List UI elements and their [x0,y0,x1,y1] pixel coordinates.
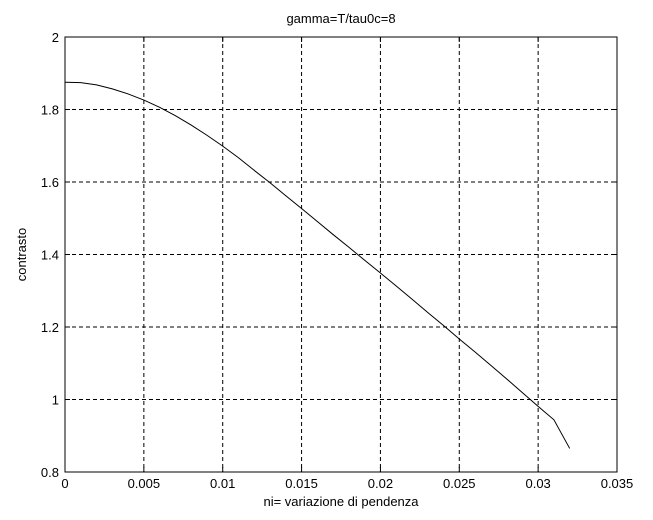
x-tick-label: 0.005 [128,476,161,491]
ticks: 0 0.005 0.01 0.015 0.02 0.025 0.03 0.035 0.8 1 1.2… [41,30,633,491]
x-tick-label: 0 [61,476,68,491]
y-tick-label: 1.4 [41,248,59,263]
x-axis-label: ni= variazione di pendenza [263,494,419,509]
x-tick-label: 0.01 [210,476,235,491]
y-tick-label: 1.8 [41,103,59,118]
data-series-line [64,81,571,449]
x-tick-label: 0.035 [601,476,634,491]
y-tick-label: 1.6 [41,175,59,190]
y-tick-label: 2 [52,30,59,45]
x-tick-label: 0.03 [525,476,550,491]
y-tick-label: 1.2 [41,320,59,335]
y-axis-label: contrasto [14,228,29,281]
y-tick-label: 0.8 [41,465,59,480]
x-tick-label: 0.015 [285,476,318,491]
grid [65,37,617,472]
x-tick-label: 0.025 [443,476,476,491]
x-tick-label: 0.02 [368,476,393,491]
chart-title: gamma=T/tau0c=8 [286,11,395,26]
y-tick-label: 1 [52,393,59,408]
